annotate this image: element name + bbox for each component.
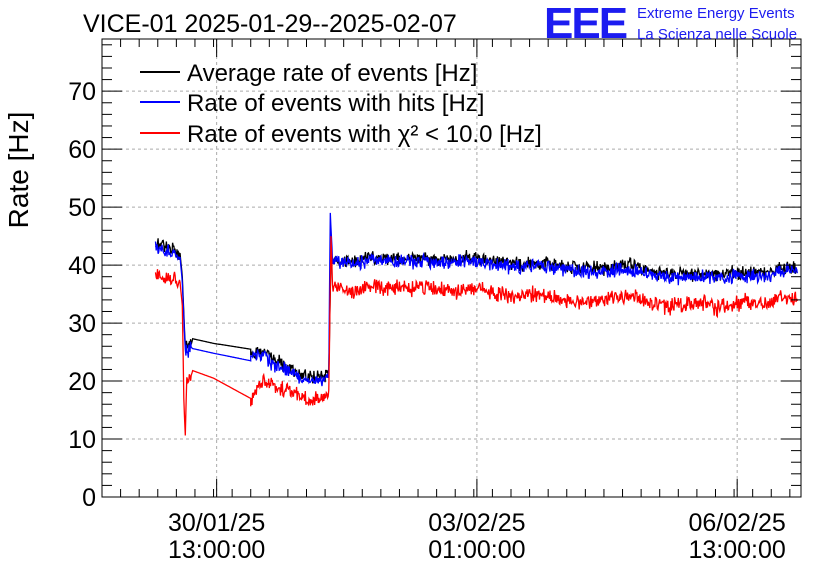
y-tick-label: 40: [68, 252, 96, 280]
legend-label: Rate of events with χ² < 10.0 [Hz]: [187, 121, 542, 148]
y-tick-label: 10: [68, 426, 96, 454]
plot-frame: [101, 38, 802, 498]
x-tick-date: 30/01/25: [168, 509, 265, 537]
series-line-2: [154, 236, 798, 436]
x-tick-time: 01:00:00: [428, 536, 525, 564]
y-tick-label: 30: [68, 310, 96, 338]
legend-label: Rate of events with hits [Hz]: [187, 90, 484, 117]
eee-branding: EEE Extreme Energy Events La Scienza nel…: [544, 0, 797, 48]
eee-logo: EEE: [544, 0, 627, 48]
legend: Average rate of events [Hz] Rate of event…: [140, 60, 542, 148]
series-line-1: [154, 212, 798, 387]
x-tick-labels: 30/01/2513:00:0003/02/2501:00:0006/02/25…: [168, 509, 786, 564]
y-tick-label: 50: [68, 194, 96, 222]
x-tick-date: 06/02/25: [689, 509, 786, 537]
y-tick-label: 20: [68, 368, 96, 396]
x-tick-time: 13:00:00: [689, 536, 786, 564]
y-tick-label: 60: [68, 136, 96, 164]
axis-ticks: [101, 39, 801, 498]
y-tick-label: 70: [68, 78, 96, 106]
brand-line-2: La Scienza nelle Scuole: [637, 26, 797, 43]
plot-series: [154, 212, 798, 436]
y-tick-label: 0: [82, 484, 96, 512]
legend-label: Average rate of events [Hz]: [187, 60, 477, 87]
chart-title: VICE-01 2025-01-29--2025-02-07: [83, 10, 457, 38]
y-tick-labels: 0 10 20 30 40 50 60 70: [68, 78, 96, 512]
x-tick-date: 03/02/25: [428, 509, 525, 537]
y-axis-label: Rate [Hz]: [3, 112, 34, 229]
brand-line-1: Extreme Energy Events: [637, 5, 795, 22]
x-tick-time: 13:00:00: [168, 536, 265, 564]
